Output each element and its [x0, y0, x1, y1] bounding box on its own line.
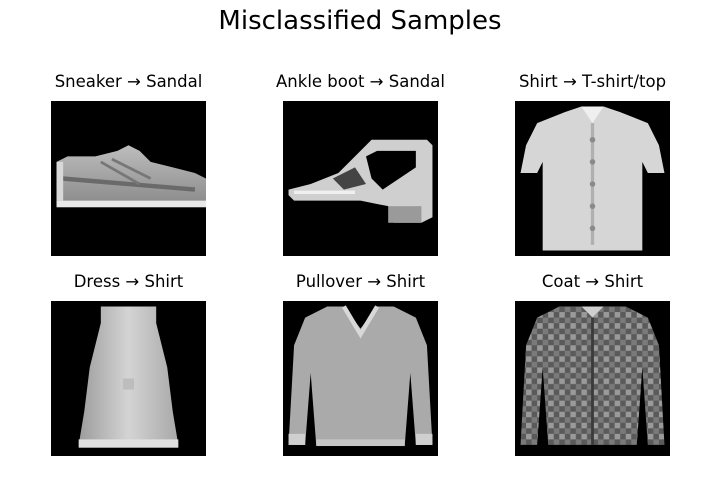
- sample-panel-coat: Coat → Shirt: [515, 272, 670, 456]
- shirt-image: [515, 101, 670, 256]
- sneaker-image: [51, 101, 206, 256]
- ankle-boot-image: [283, 101, 438, 256]
- sample-label: Coat → Shirt: [541, 272, 644, 291]
- sample-panel-shirt: Shirt → T-shirt/top: [515, 72, 670, 256]
- sample-label: Ankle boot → Sandal: [276, 72, 445, 91]
- sample-panel-ankle-boot: Ankle boot → Sandal: [276, 72, 445, 256]
- pullover-image: [283, 301, 438, 456]
- sample-panel-dress: Dress → Shirt: [51, 272, 206, 456]
- sample-panel-pullover: Pullover → Shirt: [283, 272, 438, 456]
- coat-image: [515, 301, 670, 456]
- sample-panel-sneaker: Sneaker → Sandal: [51, 72, 206, 256]
- sample-label: Sneaker → Sandal: [54, 72, 203, 91]
- figure-title: Misclassified Samples: [218, 6, 502, 36]
- dress-image: [51, 301, 206, 456]
- sample-label: Dress → Shirt: [73, 272, 184, 291]
- sample-label: Shirt → T-shirt/top: [518, 72, 667, 91]
- sample-label: Pullover → Shirt: [295, 272, 426, 291]
